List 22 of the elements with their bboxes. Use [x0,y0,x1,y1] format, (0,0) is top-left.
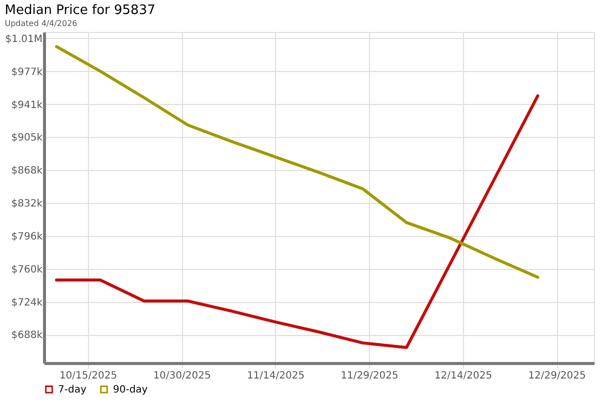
x-tick-label: 12/29/2025 [528,370,586,382]
x-tick-label: 12/14/2025 [434,370,492,382]
x-tick-label: 10/30/2025 [153,370,211,382]
y-tick-label: $941k [11,100,43,111]
y-tick-label: $724k [11,297,43,308]
y-tick-label: $688k [11,330,43,342]
y-tick-label: $832k [11,198,43,210]
y-tick-label: $905k [11,132,43,144]
y-tick-label: $977k [11,66,43,78]
legend-label: 7-day [58,384,86,396]
line-series [55,94,540,349]
line-series [55,45,540,279]
y-tick-label: $868k [11,166,43,177]
y-tick-label: $796k [11,231,43,242]
chart-subtitle: Updated 4/4/2026 [4,19,78,28]
y-tick-label: $1.01M [5,34,42,45]
y-tick-label: $760k [11,264,43,276]
x-tick-label: 11/29/2025 [340,370,398,382]
x-tick-label: 10/15/2025 [59,370,118,382]
legend-label: 90-day [113,384,148,396]
x-tick-label: 11/14/2025 [246,370,305,382]
chart-title: Median Price for 95837 [4,3,156,18]
